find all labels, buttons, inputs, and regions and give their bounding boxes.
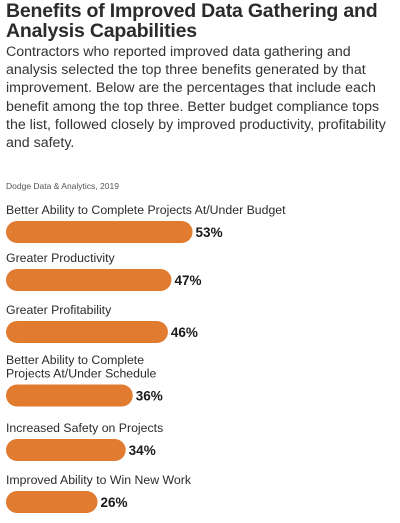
category-label: Improved Ability to Win New Work bbox=[6, 473, 192, 487]
bar bbox=[6, 269, 172, 291]
value-label: 34% bbox=[129, 443, 156, 458]
category-label: Better Ability to Complete bbox=[6, 353, 144, 367]
bar-group: Increased Safety on Projects 34% bbox=[6, 421, 163, 461]
chart-description: Contractors who reported improved data g… bbox=[6, 44, 386, 152]
value-label: 26% bbox=[101, 495, 128, 510]
value-label: 36% bbox=[136, 389, 163, 404]
bar bbox=[6, 439, 126, 461]
bar-group: Better Ability to Complete Projects At/U… bbox=[6, 203, 286, 243]
category-label: Greater Productivity bbox=[6, 251, 116, 265]
value-label: 53% bbox=[196, 225, 223, 240]
bar bbox=[6, 491, 98, 513]
value-label: 47% bbox=[174, 273, 201, 288]
bar-group: Greater Profitability 46% bbox=[6, 303, 198, 343]
bar-group: Greater Productivity 47% bbox=[6, 251, 201, 291]
category-label: Increased Safety on Projects bbox=[6, 421, 163, 435]
category-label: Better Ability to Complete Projects At/U… bbox=[6, 203, 286, 217]
bar bbox=[6, 321, 168, 343]
bar-group: Improved Ability to Win New Work 26% bbox=[6, 473, 192, 513]
source-note: Dodge Data & Analytics, 2019 bbox=[6, 181, 119, 191]
bar bbox=[6, 384, 133, 407]
category-label: Projects At/Under Schedule bbox=[6, 367, 157, 381]
category-label: Greater Profitability bbox=[6, 303, 112, 317]
chart-title: Benefits of Improved Data Gathering and … bbox=[6, 0, 378, 42]
value-label: 46% bbox=[171, 325, 198, 340]
bar bbox=[6, 221, 193, 243]
